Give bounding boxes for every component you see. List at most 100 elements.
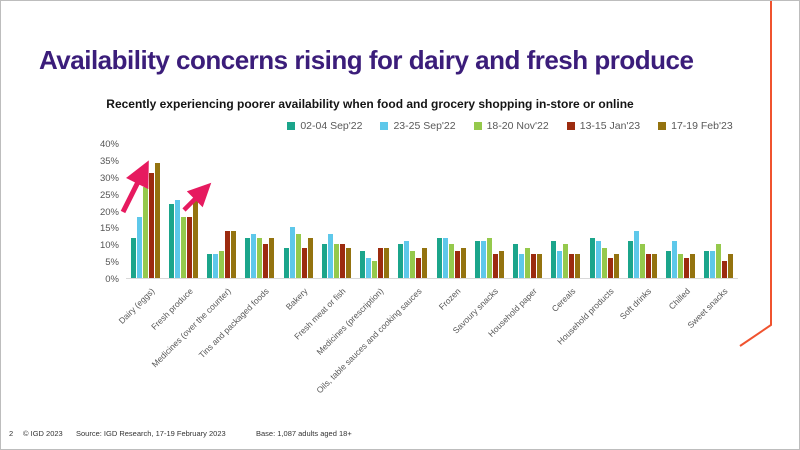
bar — [645, 254, 651, 278]
bar — [404, 240, 410, 278]
x-axis-label: Tins and packaged foods — [196, 286, 271, 361]
bar-group — [623, 144, 661, 278]
bar-group — [509, 144, 547, 278]
copyright-note: © IGD 2023 — [23, 429, 63, 438]
bar-group — [432, 144, 470, 278]
bar — [551, 240, 557, 278]
bar — [142, 186, 148, 278]
bar — [531, 254, 537, 278]
legend-swatch — [566, 122, 575, 130]
bar — [595, 240, 601, 278]
bar-group — [279, 144, 317, 278]
bar — [460, 247, 466, 278]
bar — [704, 251, 710, 278]
bar — [666, 251, 672, 278]
bar — [245, 237, 251, 278]
bar — [498, 251, 504, 278]
bar — [563, 244, 569, 278]
bar — [722, 261, 728, 278]
legend-label: 23-25 Sep'22 — [393, 120, 456, 132]
base-note: Base: 1,087 adults aged 18+ — [256, 429, 352, 438]
x-axis-label: Cereals — [549, 286, 577, 314]
legend-item: 23-25 Sep'22 — [380, 120, 456, 132]
bar — [474, 240, 480, 278]
legend-swatch — [380, 122, 389, 130]
x-axis-label: Soft drinks — [618, 286, 654, 322]
bar — [269, 237, 275, 278]
bar — [613, 254, 619, 278]
bar — [410, 251, 416, 278]
y-axis-label: 20% — [99, 206, 119, 218]
bar — [257, 237, 263, 278]
source-note: Source: IGD Research, 17-19 February 202… — [76, 429, 226, 438]
bar — [442, 237, 448, 278]
y-axis-label: 5% — [105, 257, 119, 269]
bar — [557, 251, 563, 278]
bar — [589, 237, 595, 278]
legend-swatch — [287, 122, 296, 130]
legend-item: 18-20 Nov'22 — [473, 120, 549, 132]
bar — [186, 217, 192, 278]
bar — [283, 247, 289, 278]
bar — [569, 254, 575, 278]
bar-group — [470, 144, 508, 278]
y-axis-label: 10% — [99, 240, 119, 252]
legend-label: 02-04 Sep'22 — [300, 120, 363, 132]
bar-group — [356, 144, 394, 278]
legend-swatch — [473, 122, 482, 130]
y-axis-label: 25% — [99, 189, 119, 201]
bar — [207, 254, 213, 278]
bar — [307, 237, 313, 278]
bar — [633, 230, 639, 278]
x-axis-label: Bakery — [283, 286, 310, 312]
bar-chart-plot-area — [126, 144, 738, 279]
x-axis-label: Medicines (prescription) — [314, 286, 386, 357]
y-axis-label: 40% — [99, 139, 119, 150]
legend-label: 17-19 Feb'23 — [671, 120, 733, 132]
bar — [678, 254, 684, 278]
bar — [486, 237, 492, 278]
bar — [180, 217, 186, 278]
bar — [225, 230, 231, 278]
bar — [339, 244, 345, 278]
bar — [422, 247, 428, 278]
x-axis-label: Dairy (eggs) — [116, 286, 157, 326]
bar — [454, 251, 460, 278]
chart-legend: 02-04 Sep'22 23-25 Sep'22 18-20 Nov'22 13-1… — [111, 120, 799, 132]
legend-item: 13-15 Jan'23 — [566, 120, 641, 132]
bar — [627, 240, 633, 278]
bar-group — [700, 144, 738, 278]
bar — [366, 257, 372, 278]
bar — [384, 247, 390, 278]
bar — [360, 251, 366, 278]
bar — [525, 247, 531, 278]
legend-label: 18-20 Nov'22 — [486, 120, 549, 132]
bar — [398, 244, 404, 278]
bar — [327, 234, 333, 278]
bar — [378, 247, 384, 278]
legend-label: 13-15 Jan'23 — [579, 120, 641, 132]
x-axis-label: Frozen — [436, 286, 463, 312]
y-axis-label: 35% — [99, 155, 119, 167]
x-axis-label: Chilled — [666, 286, 692, 312]
y-axis-label: 0% — [105, 274, 119, 285]
bar — [263, 244, 269, 278]
bar — [448, 244, 454, 278]
bar — [716, 244, 722, 278]
y-axis-label: 30% — [99, 172, 119, 184]
bar — [416, 257, 422, 278]
page-title: Availability concerns rising for dairy a… — [39, 45, 694, 75]
page-number: 2 — [9, 429, 14, 438]
bar — [601, 247, 607, 278]
bar — [295, 234, 301, 278]
bar-group — [394, 144, 432, 278]
bar — [333, 244, 339, 278]
bar — [130, 237, 136, 278]
bar — [213, 254, 219, 278]
y-axis-label: 15% — [99, 223, 119, 235]
legend-item: 02-04 Sep'22 — [287, 120, 362, 132]
bar — [575, 254, 581, 278]
bar — [148, 173, 154, 278]
bar — [519, 254, 525, 278]
